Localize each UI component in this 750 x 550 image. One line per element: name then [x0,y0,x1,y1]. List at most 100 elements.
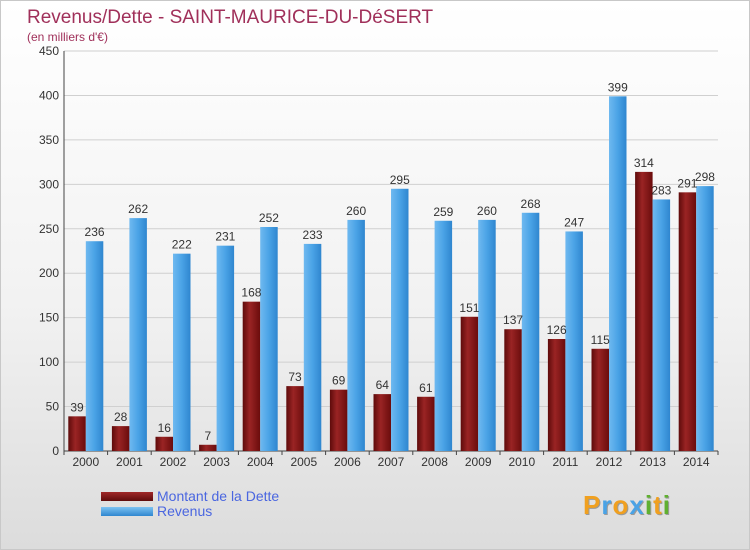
x-tick-label: 2002 [160,455,187,469]
x-tick-label: 2000 [72,455,99,469]
data-labels: 39 28 16 7 168 73 69 64 61 151 137 126 115 314 291 236 2… [70,80,715,442]
y-tick-label: 400 [39,88,59,102]
proxiti-logo: Proxiti [583,490,671,521]
y-tick-label: 200 [39,266,59,280]
y-tick-label: 450 [39,44,59,58]
data-label-dette: 291 [677,176,697,190]
data-label-revenus: 247 [564,215,584,229]
data-label-revenus: 236 [85,225,105,239]
data-label-dette: 73 [288,370,302,384]
bar-dette [155,436,173,451]
logo-letter: r [601,490,613,520]
data-label-dette: 61 [419,381,433,395]
data-label-revenus: 399 [608,80,628,94]
y-tick-label: 0 [52,444,59,458]
data-label-dette: 151 [459,301,479,315]
legend-label-dette: Montant de la Dette [157,488,280,504]
logo-letter: P [583,490,602,520]
y-tick-label: 350 [39,133,59,147]
data-label-revenus: 260 [477,204,497,218]
bar-revenus [347,219,365,451]
x-tick-label: 2010 [508,455,535,469]
legend-item-revenus: Revenus [101,503,212,519]
data-label-revenus: 268 [521,197,541,211]
bar-dette [111,426,130,451]
bar-dette [460,316,479,451]
data-label-dette: 16 [158,421,172,435]
bar-revenus [260,227,278,451]
bar-dette [635,171,653,451]
legend-swatch-dette [101,491,153,501]
bar-revenus [85,241,104,451]
y-tick-label: 300 [39,177,59,191]
bar-revenus [303,243,322,451]
data-label-revenus: 222 [172,238,192,252]
bar-revenus [173,253,191,451]
x-tick-label: 2004 [247,455,274,469]
data-label-revenus: 259 [433,205,453,219]
bar-revenus [216,245,235,451]
bar-dette [286,386,304,451]
data-label-dette: 64 [376,378,390,392]
bar-dette [678,192,697,452]
x-tick-label: 2005 [290,455,317,469]
legend-swatch-revenus [101,506,153,516]
data-label-revenus: 283 [651,183,671,197]
data-label-revenus: 260 [346,204,366,218]
x-tick-label: 2012 [596,455,623,469]
logo-letter: i [644,490,654,520]
data-label-dette: 28 [114,410,128,424]
bar-dette [199,444,217,451]
data-label-revenus: 262 [128,202,148,216]
logo-letter: t [653,490,663,520]
bar-revenus [129,218,147,451]
legend-item-dette: Montant de la Dette [101,488,279,504]
bar-revenus [521,212,540,451]
chart-subtitle: (en milliers d'€) [27,30,108,44]
bars [68,96,714,452]
data-label-revenus: 252 [259,211,279,225]
logo-letter: o [612,490,630,520]
bar-dette [373,394,391,451]
bar-dette [417,396,435,451]
x-tick-label: 2014 [683,455,710,469]
x-tick-label: 2003 [203,455,230,469]
data-label-revenus: 233 [303,228,323,242]
data-label-dette: 69 [332,374,346,388]
bar-dette [329,389,348,451]
data-label-dette: 137 [503,313,523,327]
bar-dette [242,301,261,451]
y-tick-label: 250 [39,222,59,236]
data-label-revenus: 231 [215,230,235,244]
data-label-dette: 314 [634,156,654,170]
logo-letter: i [662,490,671,520]
bar-revenus [565,231,583,451]
y-tick-label: 100 [39,355,59,369]
chart-title: Revenus/Dette - SAINT-MAURICE-DU-DéSERT [27,7,434,28]
bar-revenus [652,199,671,451]
x-tick-label: 2013 [639,455,666,469]
data-label-dette: 39 [70,400,84,414]
data-label-dette: 7 [205,429,212,443]
x-tick-label: 2009 [465,455,492,469]
bar-dette [504,329,522,451]
bar-revenus [478,219,496,451]
bar-revenus [696,186,714,451]
x-tick-label: 2008 [421,455,448,469]
bar-revenus [391,188,409,451]
bar-dette [547,339,566,451]
data-label-revenus: 295 [390,173,410,187]
data-label-dette: 126 [547,323,567,337]
data-label-revenus: 298 [695,170,715,184]
y-tick-label: 150 [39,311,59,325]
x-tick-label: 2011 [552,455,578,469]
x-tick-label: 2007 [378,455,405,469]
x-tick-label: 2006 [334,455,361,469]
bar-revenus [434,220,453,451]
bar-dette [68,416,86,451]
bar-dette [591,348,609,451]
legend-label-revenus: Revenus [157,503,213,519]
logo-letter: x [629,490,645,520]
